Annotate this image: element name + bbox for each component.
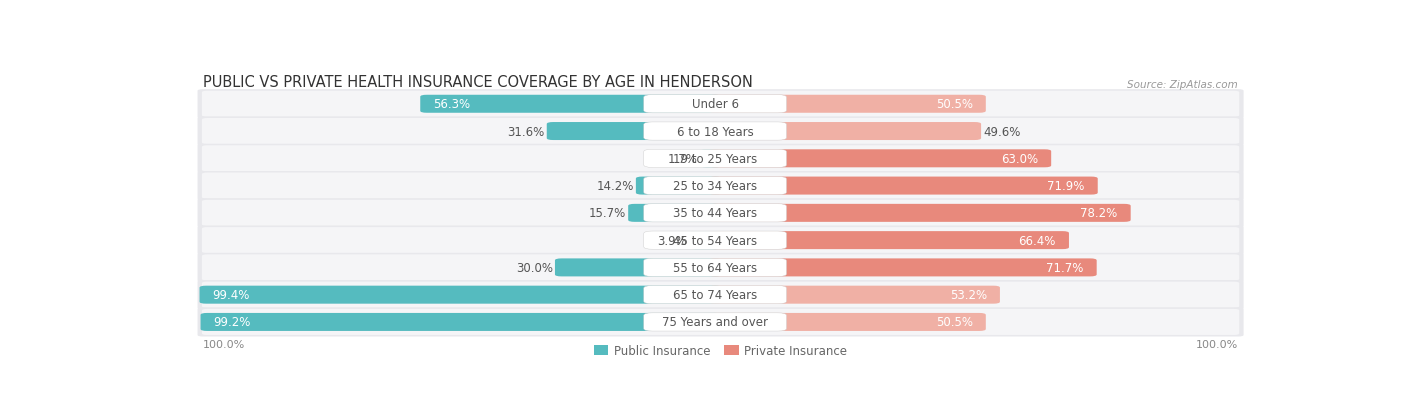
FancyBboxPatch shape [202, 309, 1239, 335]
FancyBboxPatch shape [197, 253, 1244, 282]
FancyBboxPatch shape [197, 145, 1244, 173]
FancyBboxPatch shape [709, 150, 1052, 168]
FancyBboxPatch shape [197, 117, 1244, 146]
FancyBboxPatch shape [197, 226, 1244, 255]
FancyBboxPatch shape [709, 204, 1130, 222]
FancyBboxPatch shape [197, 199, 1244, 228]
Text: 75 Years and over: 75 Years and over [662, 316, 768, 329]
FancyBboxPatch shape [709, 313, 986, 331]
Text: 30.0%: 30.0% [516, 261, 553, 274]
Text: 56.3%: 56.3% [433, 98, 471, 111]
Text: 3.9%: 3.9% [657, 234, 686, 247]
FancyBboxPatch shape [709, 232, 1069, 249]
Legend: Public Insurance, Private Insurance: Public Insurance, Private Insurance [589, 339, 852, 362]
Text: PUBLIC VS PRIVATE HEALTH INSURANCE COVERAGE BY AGE IN HENDERSON: PUBLIC VS PRIVATE HEALTH INSURANCE COVER… [202, 74, 752, 89]
FancyBboxPatch shape [202, 282, 1239, 308]
FancyBboxPatch shape [700, 150, 721, 168]
FancyBboxPatch shape [644, 150, 786, 168]
Text: 53.2%: 53.2% [949, 288, 987, 301]
Text: 78.2%: 78.2% [1080, 207, 1118, 220]
FancyBboxPatch shape [202, 92, 1239, 118]
Text: 63.0%: 63.0% [1001, 152, 1038, 165]
FancyBboxPatch shape [644, 95, 786, 114]
Text: 100.0%: 100.0% [1197, 339, 1239, 349]
FancyBboxPatch shape [636, 177, 721, 195]
FancyBboxPatch shape [202, 200, 1239, 226]
FancyBboxPatch shape [709, 95, 986, 114]
FancyBboxPatch shape [644, 204, 786, 223]
FancyBboxPatch shape [709, 259, 1097, 277]
FancyBboxPatch shape [197, 171, 1244, 201]
FancyBboxPatch shape [628, 204, 721, 222]
FancyBboxPatch shape [202, 146, 1239, 172]
FancyBboxPatch shape [644, 259, 786, 277]
FancyBboxPatch shape [197, 90, 1244, 119]
FancyBboxPatch shape [200, 286, 721, 304]
FancyBboxPatch shape [202, 255, 1239, 281]
Text: 35 to 44 Years: 35 to 44 Years [673, 207, 758, 220]
Text: 31.6%: 31.6% [508, 125, 544, 138]
Text: 50.5%: 50.5% [936, 98, 973, 111]
FancyBboxPatch shape [547, 123, 721, 141]
Text: 15.7%: 15.7% [589, 207, 626, 220]
Text: 99.2%: 99.2% [214, 316, 252, 329]
Text: Source: ZipAtlas.com: Source: ZipAtlas.com [1128, 79, 1239, 89]
FancyBboxPatch shape [197, 308, 1244, 337]
FancyBboxPatch shape [689, 232, 721, 249]
Text: 71.7%: 71.7% [1046, 261, 1084, 274]
FancyBboxPatch shape [644, 231, 786, 249]
FancyBboxPatch shape [709, 177, 1098, 195]
FancyBboxPatch shape [644, 177, 786, 195]
FancyBboxPatch shape [709, 286, 1000, 304]
FancyBboxPatch shape [202, 119, 1239, 145]
Text: 65 to 74 Years: 65 to 74 Years [673, 288, 758, 301]
Text: 14.2%: 14.2% [596, 180, 634, 192]
Text: 19 to 25 Years: 19 to 25 Years [673, 152, 758, 165]
Text: 6 to 18 Years: 6 to 18 Years [676, 125, 754, 138]
Text: 45 to 54 Years: 45 to 54 Years [673, 234, 758, 247]
Text: 66.4%: 66.4% [1018, 234, 1056, 247]
FancyBboxPatch shape [202, 173, 1239, 199]
Text: 50.5%: 50.5% [936, 316, 973, 329]
FancyBboxPatch shape [420, 95, 721, 114]
FancyBboxPatch shape [555, 259, 721, 277]
FancyBboxPatch shape [644, 123, 786, 141]
FancyBboxPatch shape [202, 228, 1239, 254]
Text: 55 to 64 Years: 55 to 64 Years [673, 261, 758, 274]
Text: 1.7%: 1.7% [668, 152, 697, 165]
FancyBboxPatch shape [197, 280, 1244, 309]
Text: 49.6%: 49.6% [983, 125, 1021, 138]
Text: 25 to 34 Years: 25 to 34 Years [673, 180, 758, 192]
FancyBboxPatch shape [644, 313, 786, 331]
FancyBboxPatch shape [644, 286, 786, 304]
FancyBboxPatch shape [709, 123, 981, 141]
Text: 99.4%: 99.4% [212, 288, 250, 301]
FancyBboxPatch shape [201, 313, 721, 331]
Text: 100.0%: 100.0% [202, 339, 245, 349]
Text: 71.9%: 71.9% [1047, 180, 1084, 192]
Text: Under 6: Under 6 [692, 98, 738, 111]
